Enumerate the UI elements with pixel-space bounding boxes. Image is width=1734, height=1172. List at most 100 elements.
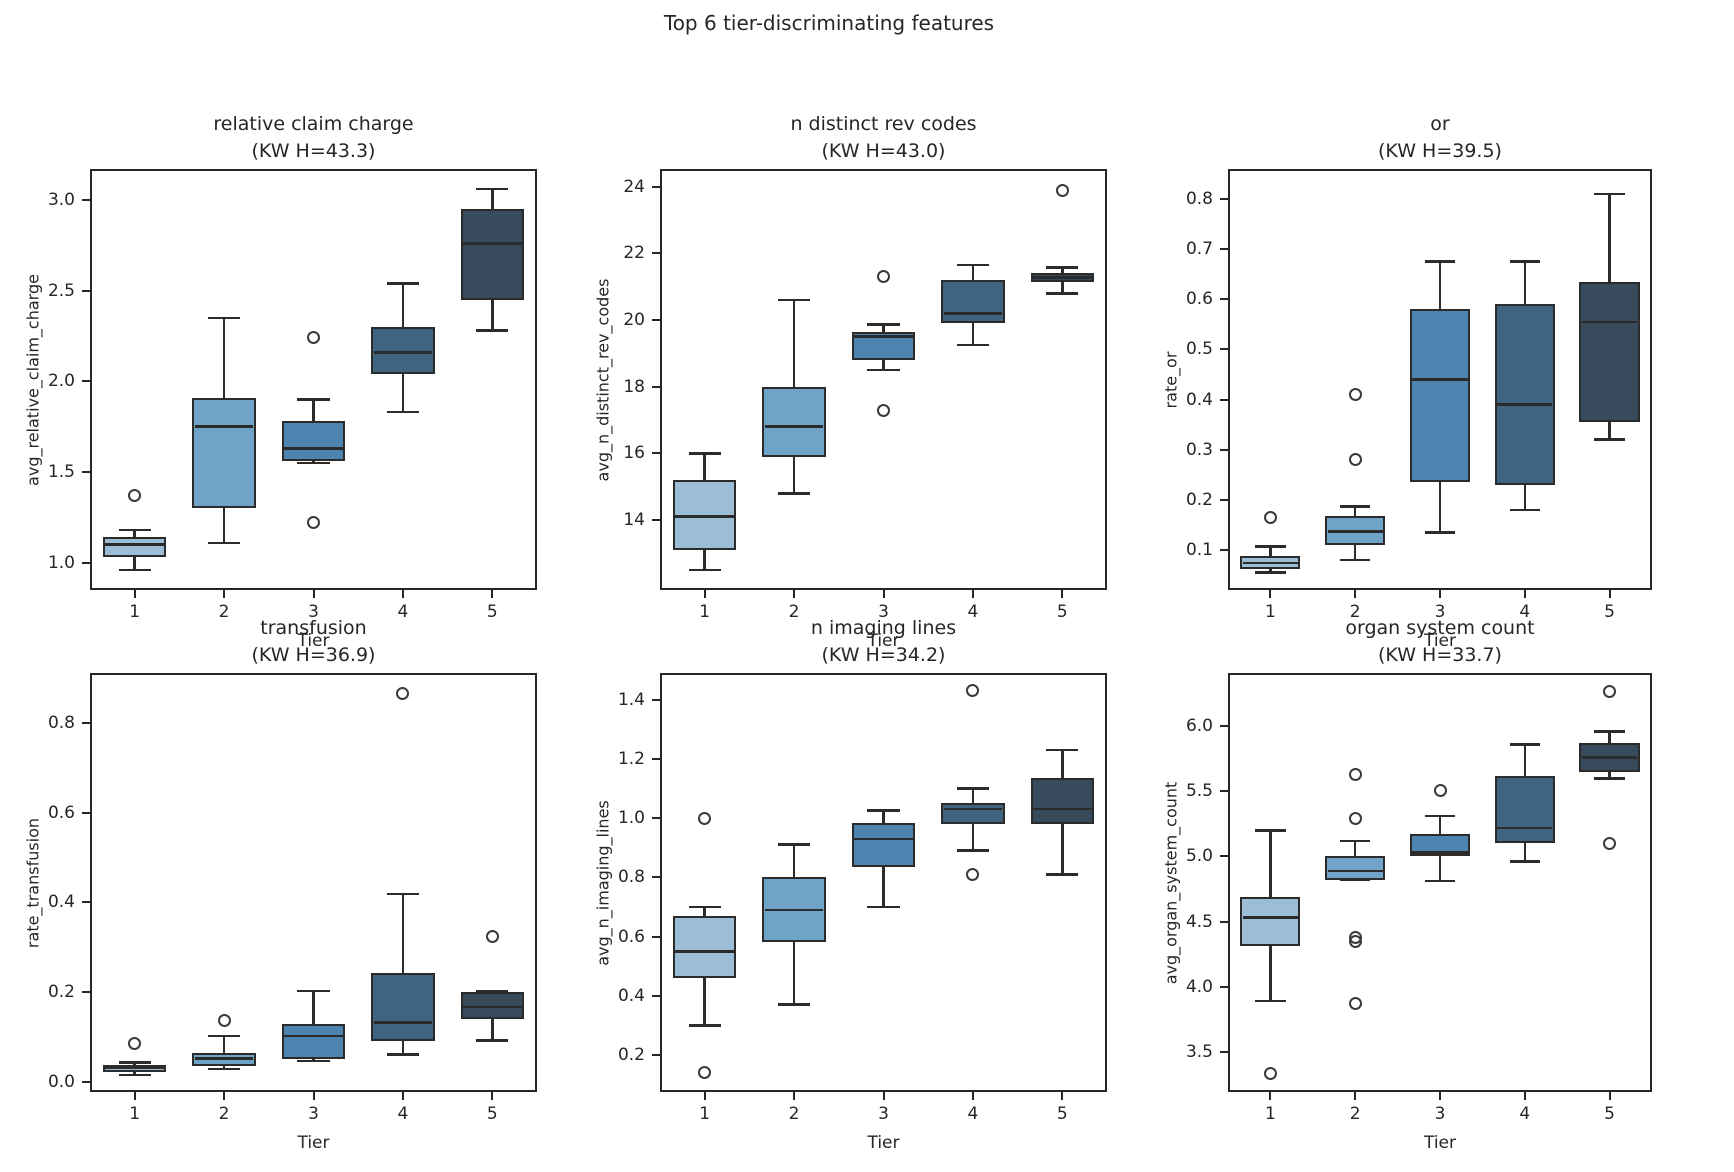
y-tick-mark bbox=[652, 185, 660, 188]
box-tier-2 bbox=[762, 386, 826, 457]
whisker-cap-lower bbox=[1339, 558, 1371, 562]
box-tier-3 bbox=[851, 822, 916, 867]
outlier-point bbox=[877, 403, 890, 417]
median-line bbox=[943, 312, 1003, 315]
x-tick-label: 5 bbox=[486, 602, 498, 622]
y-tick-mark bbox=[82, 198, 90, 201]
whisker-cap-lower bbox=[208, 1067, 241, 1071]
y-tick-label: 6.0 bbox=[1185, 716, 1213, 737]
x-axis-label: Tier bbox=[1423, 631, 1457, 651]
y-tick-mark bbox=[652, 385, 660, 388]
outlier-point bbox=[698, 811, 712, 825]
whisker-cap-lower bbox=[1424, 531, 1456, 534]
y-tick-label: 22 bbox=[623, 243, 645, 264]
whisker-cap-upper bbox=[386, 282, 419, 285]
outlier-point bbox=[966, 867, 980, 881]
whisker-cap-upper bbox=[208, 316, 241, 320]
x-tick-mark bbox=[1061, 1092, 1064, 1100]
x-tick-mark bbox=[971, 1092, 974, 1100]
median-line bbox=[1327, 869, 1383, 873]
whisker-cap-lower bbox=[118, 568, 151, 572]
whisker-cap-lower bbox=[1046, 292, 1079, 295]
whisker-cap-upper bbox=[1339, 505, 1371, 508]
y-tick-mark bbox=[82, 289, 90, 292]
x-axis-label: Tier bbox=[867, 1133, 900, 1153]
median-line bbox=[675, 515, 734, 518]
box-tier-4 bbox=[1494, 775, 1555, 844]
y-tick-label: 14 bbox=[623, 510, 645, 530]
x-tick-label: 3 bbox=[1434, 602, 1446, 622]
box-tier-4 bbox=[371, 326, 435, 375]
subplot-title: transfusion bbox=[260, 617, 367, 639]
y-tick-mark bbox=[652, 757, 660, 760]
y-tick-mark bbox=[1220, 448, 1228, 451]
x-tick-mark bbox=[312, 590, 315, 598]
subplot-subtitle: (KW H=36.9) bbox=[251, 644, 376, 666]
y-tick-mark bbox=[1220, 855, 1228, 858]
x-tick-mark bbox=[882, 590, 885, 598]
y-tick-mark bbox=[652, 698, 660, 701]
median-line bbox=[284, 447, 343, 450]
x-tick-label: 2 bbox=[788, 1104, 800, 1124]
whisker-cap-lower bbox=[1255, 999, 1286, 1003]
x-axis-label: Tier bbox=[1423, 1133, 1457, 1153]
whisker-cap-lower bbox=[1046, 873, 1079, 876]
median-line bbox=[764, 908, 824, 912]
whisker-cap-lower bbox=[297, 1059, 330, 1063]
box-tier-1 bbox=[672, 915, 737, 978]
whisker-cap-lower bbox=[1424, 879, 1456, 883]
outlier-point bbox=[1348, 767, 1362, 781]
median-line bbox=[1497, 826, 1553, 830]
y-tick-label: 2.0 bbox=[47, 371, 75, 392]
x-tick-label: 3 bbox=[308, 1104, 319, 1124]
median-line bbox=[1242, 561, 1298, 565]
x-tick-label: 2 bbox=[788, 602, 800, 622]
y-tick-mark bbox=[82, 561, 90, 564]
whisker-cap-upper bbox=[688, 452, 721, 455]
y-tick-mark bbox=[652, 252, 660, 255]
box-tier-3 bbox=[1409, 309, 1471, 483]
x-tick-mark bbox=[882, 1092, 885, 1100]
y-tick-mark bbox=[82, 811, 90, 814]
y-tick-label: 3.0 bbox=[47, 189, 75, 210]
x-tick-mark bbox=[703, 1092, 706, 1100]
y-tick-label: 1.0 bbox=[47, 552, 75, 573]
x-tick-label: 1 bbox=[129, 1104, 141, 1124]
box-tier-1 bbox=[672, 480, 737, 550]
whisker-cap-lower bbox=[118, 1073, 151, 1077]
x-tick-label: 4 bbox=[397, 1104, 409, 1124]
y-tick-label: 1.4 bbox=[617, 689, 645, 710]
whisker-cap-upper bbox=[1255, 545, 1286, 548]
y-tick-label: 0.2 bbox=[617, 1044, 645, 1065]
x-tick-label: 3 bbox=[308, 602, 319, 622]
x-tick-label: 4 bbox=[1519, 1104, 1531, 1124]
box-whisker bbox=[222, 1035, 226, 1070]
y-tick-label: 0.4 bbox=[617, 985, 645, 1006]
y-tick-label: 0.4 bbox=[47, 892, 75, 913]
y-tick-label: 4.0 bbox=[1185, 976, 1213, 997]
x-tick-label: 2 bbox=[1349, 602, 1361, 622]
x-tick-mark bbox=[401, 590, 404, 598]
x-tick-label: 3 bbox=[878, 1104, 889, 1124]
x-tick-label: 3 bbox=[878, 602, 889, 622]
y-tick-mark bbox=[1220, 348, 1228, 351]
x-tick-label: 2 bbox=[1349, 1104, 1361, 1124]
x-tick-mark bbox=[1439, 590, 1441, 598]
whisker-cap-upper bbox=[1594, 730, 1625, 733]
whisker-cap-upper bbox=[867, 323, 900, 326]
median-line bbox=[1581, 756, 1638, 759]
subplot-title: relative claim charge bbox=[213, 113, 414, 135]
median-line bbox=[1242, 916, 1298, 919]
y-tick-label: 20 bbox=[623, 310, 645, 330]
whisker-cap-lower bbox=[1594, 438, 1625, 441]
outlier-point bbox=[1348, 453, 1362, 467]
y-tick-label: 1.2 bbox=[617, 748, 645, 769]
whisker-cap-upper bbox=[778, 298, 811, 302]
subplot-title: n imaging lines bbox=[810, 617, 957, 639]
x-tick-label: 1 bbox=[129, 602, 141, 622]
whisker-cap-lower bbox=[1509, 860, 1541, 863]
y-tick-mark bbox=[82, 1080, 90, 1083]
whisker-cap-upper bbox=[476, 187, 509, 191]
median-line bbox=[373, 351, 433, 354]
x-tick-mark bbox=[133, 590, 136, 598]
